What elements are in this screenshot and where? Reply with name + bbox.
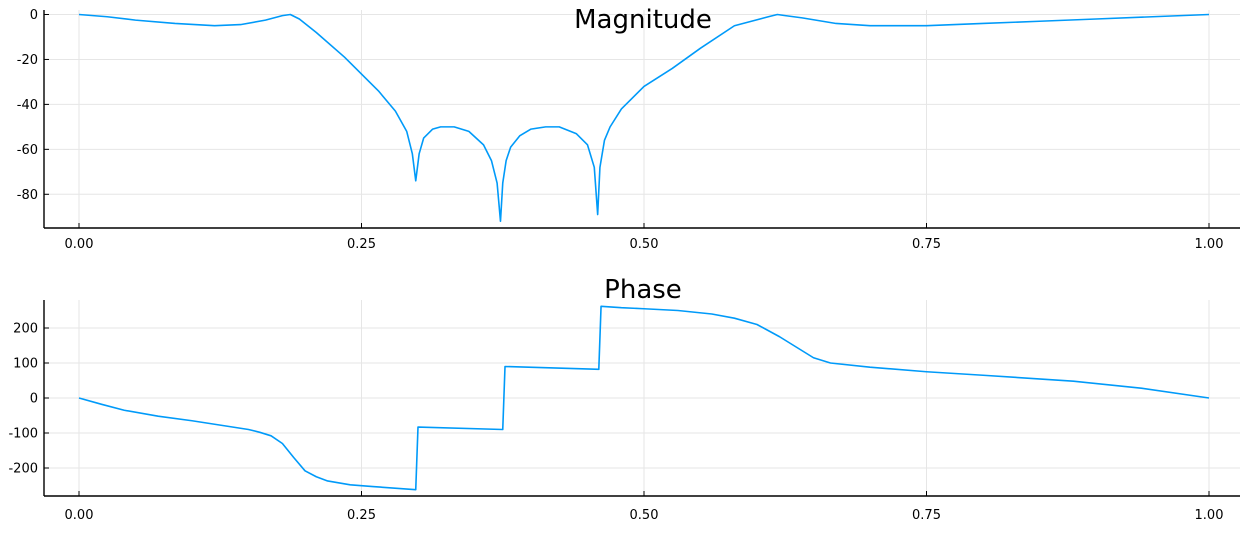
chart-title: Magnitude: [574, 5, 712, 35]
x-tick-label: 0.25: [347, 237, 376, 252]
y-tick-label: -60: [17, 143, 38, 158]
x-tick-label: 0.75: [912, 508, 941, 523]
y-tick-label: -100: [8, 427, 38, 442]
chart-title: Phase: [604, 275, 682, 305]
x-tick-label: 0.00: [65, 237, 94, 252]
x-tick-label: 0.25: [347, 508, 376, 523]
x-tick-label: 0.75: [912, 237, 941, 252]
y-tick-label: 100: [13, 357, 38, 372]
x-tick-label: 1.00: [1195, 237, 1224, 252]
y-tick-label: -40: [17, 98, 38, 113]
x-tick-label: 0.50: [630, 237, 659, 252]
y-tick-label: 200: [13, 322, 38, 337]
y-tick-label: 0: [30, 8, 38, 23]
x-tick-label: 0.00: [65, 508, 94, 523]
y-tick-label: -20: [17, 53, 38, 68]
x-tick-label: 1.00: [1195, 508, 1224, 523]
series-line: [78, 305, 1210, 491]
phase-panel: 0.00 0.25 0.50 0.75 1.00 200 100 0 -100 -200 Phase: [8, 275, 1240, 523]
series-line: [78, 13, 1210, 223]
y-tick-label: -80: [17, 188, 38, 203]
magnitude-panel: 0.00 0.25 0.50 0.75 1.00 0 -20 -40 -60 -80 Magnitu…: [17, 5, 1240, 252]
y-tick-label: -200: [8, 462, 38, 477]
y-tick-label: 0: [30, 392, 38, 407]
x-tick-label: 0.50: [630, 508, 659, 523]
